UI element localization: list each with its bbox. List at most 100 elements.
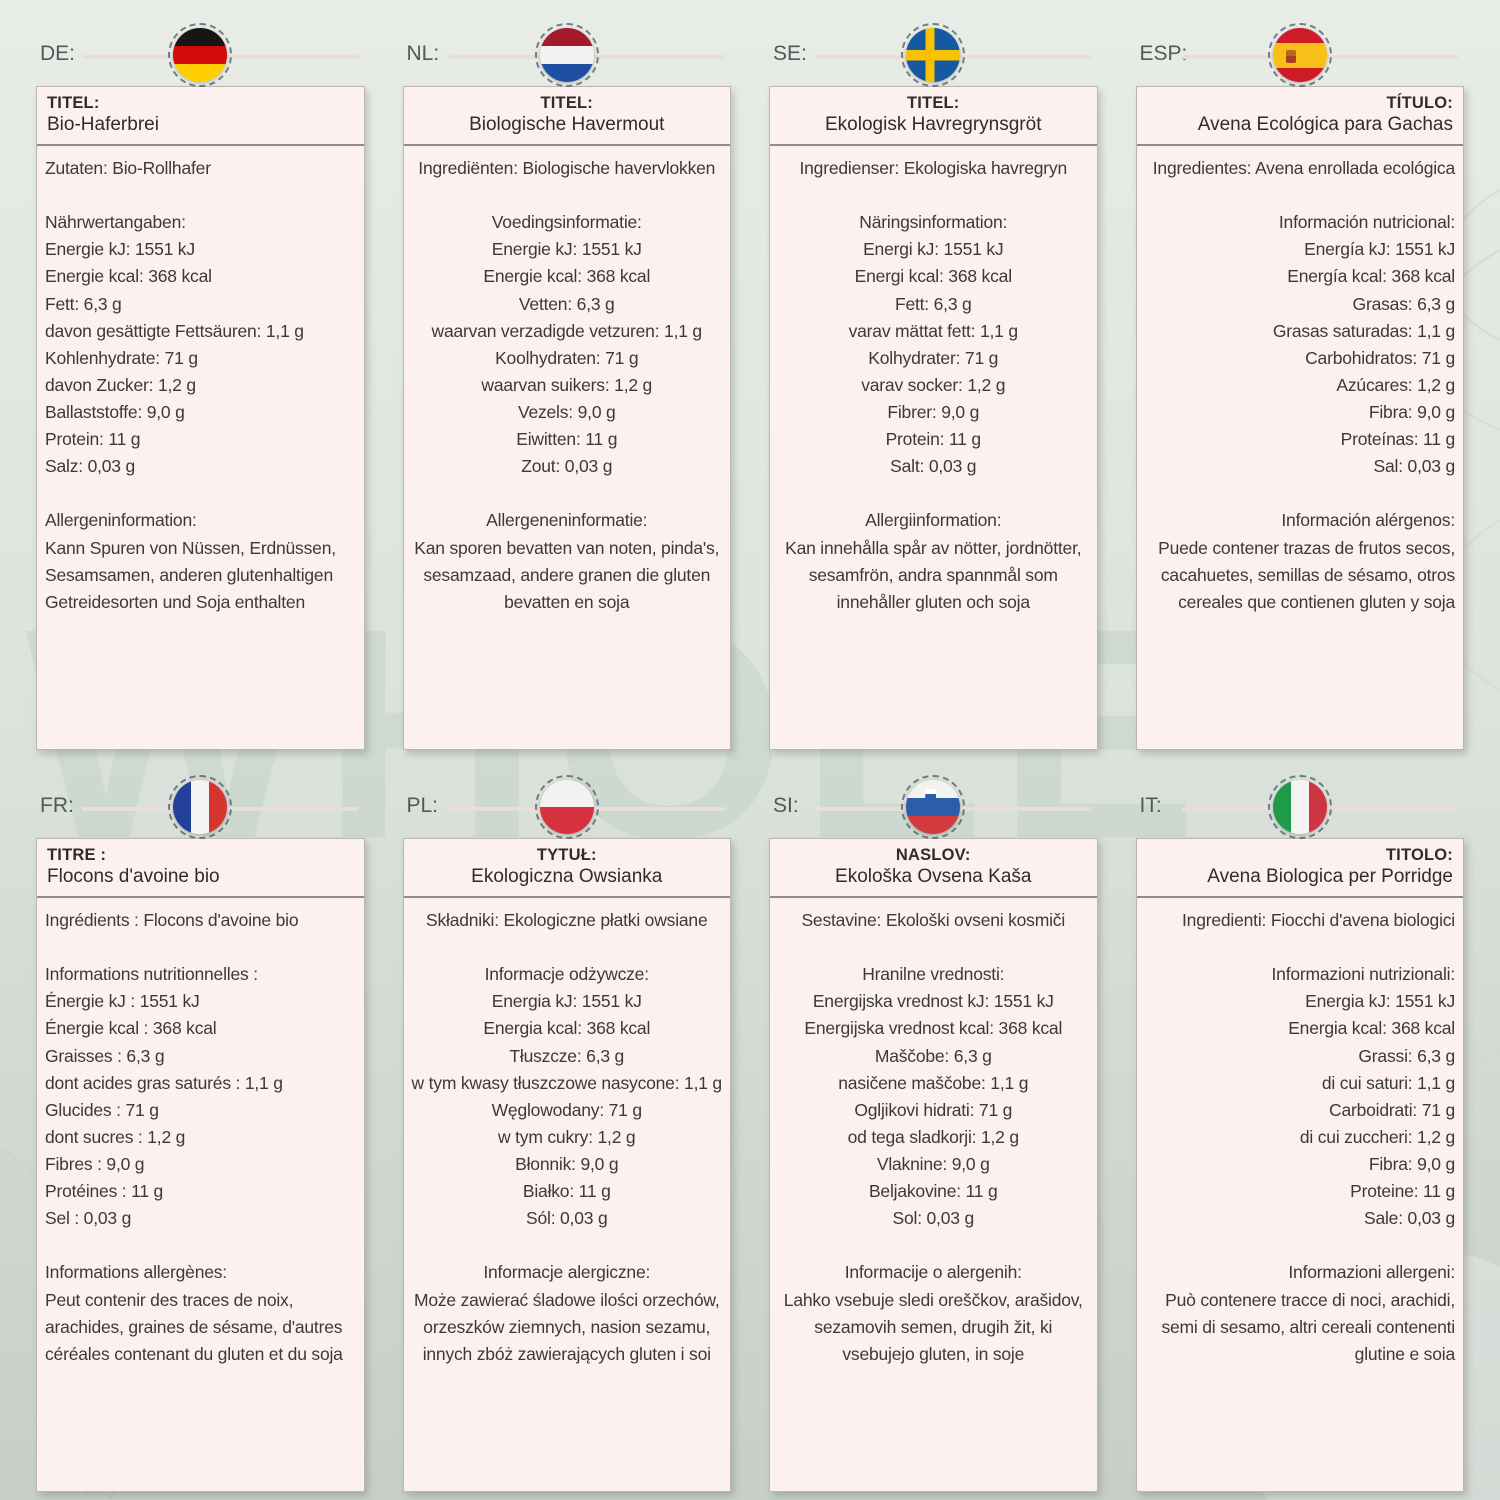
product-title: Biologische Havermout <box>469 114 665 135</box>
card-title-pl: TYTUŁ: Ekologiczna Owsianka <box>403 839 730 898</box>
flag-dashed-ring <box>901 23 966 87</box>
section-header-esp: ESP: <box>1136 12 1465 87</box>
france-flag-icon <box>168 775 233 839</box>
nutrition-heading: Näringsinformation: <box>859 212 1008 233</box>
allergen-block: Allergeninformation: Kann Spuren von Nüss… <box>45 507 356 616</box>
allergen-heading: Allergeninformation: <box>45 510 197 531</box>
card-body-se: Ingredienser: Ekologiska havregryn Närin… <box>770 146 1097 749</box>
nutrition-block: Informazioni nutrizionali: Energia kJ: 15… <box>1145 961 1456 1232</box>
nutrition-heading: Información nutricional: <box>1278 212 1455 233</box>
nutrition-heading: Informacje odżywcze: <box>484 964 649 985</box>
card-title-nl: TITEL: Biologische Havermout <box>403 87 730 146</box>
label-card-se: TITEL: Ekologisk Havregrynsgröt Ingredie… <box>769 86 1098 750</box>
nutrition-values: Energia kJ: 1551 kJ Energia kcal: 368 kc… <box>411 991 723 1229</box>
ingredients-line: Sestavine: Ekološki ovseni kosmiči <box>801 910 1066 930</box>
title-label: TYTUŁ: <box>536 846 597 864</box>
nutrition-block: Voedingsinformatie: Energie kJ: 1551 kJ E… <box>412 209 723 480</box>
section-header-se: SE: <box>769 12 1098 87</box>
nutrition-block: Hranilne vrednosti: Energijska vrednost k… <box>778 961 1089 1232</box>
label-card-fr: TITRE : Flocons d'avoine bio Ingrédients… <box>36 838 365 1492</box>
ingredients-line: Ingrédients : Flocons d'avoine bio <box>45 910 299 930</box>
label-card-si: NASLOV: Ekološka Ovsena Kaša Sestavine: … <box>769 838 1098 1492</box>
card-body-nl: Ingrediënten: Biologische havervlokken V… <box>404 146 731 749</box>
ingredients-line: Ingredienti: Fiocchi d'avena biologici <box>1182 910 1455 930</box>
allergen-text: Lahko vsebuje sledi oreščkov, arašidov, … <box>783 1289 1083 1364</box>
allergen-heading: Allergiinformation: <box>865 510 1002 531</box>
allergen-block: Allergeneninformatie: Kan sporen bevatten… <box>412 507 723 616</box>
allergen-text: Może zawierać śladowe ilości orzechów, o… <box>413 1289 720 1364</box>
label-card-pl: TYTUŁ: Ekologiczna Owsianka Składniki: E… <box>402 838 731 1492</box>
nutrition-block: Informacje odżywcze: Energia kJ: 1551 kJ … <box>412 961 723 1232</box>
product-title: Avena Biologica per Porridge <box>1207 866 1453 887</box>
title-label: TÍTULO: <box>1386 94 1453 112</box>
card-title-de: TITEL: Bio-Haferbrei <box>37 87 364 146</box>
section-si: SI: NASLOV: Ekološka Ovsena Kaša Sestavi… <box>769 764 1098 1492</box>
card-body-de: Zutaten: Bio-Rollhafer Nährwertangaben: E… <box>37 146 364 749</box>
germany-flag-icon <box>168 23 233 87</box>
allergen-block: Allergiinformation: Kan innehålla spår av… <box>778 507 1089 616</box>
flag-dashed-ring <box>168 23 233 87</box>
nutrition-block: Nährwertangaben: Energie kJ: 1551 kJ Ener… <box>45 209 356 480</box>
allergen-block: Informazioni allergeni: Può contenere tra… <box>1145 1259 1455 1368</box>
section-header-fr: FR: <box>36 764 365 839</box>
product-title: Flocons d'avoine bio <box>47 866 220 887</box>
section-header-nl: NL: <box>403 12 732 87</box>
allergen-heading: Informacje alergiczne: <box>483 1262 651 1283</box>
nutrition-values: Energia kJ: 1551 kJ Energia kcal: 368 kc… <box>1288 991 1455 1229</box>
section-pl: PL: TYTUŁ: Ekologiczna Owsianka Składnik… <box>402 764 731 1492</box>
nutrition-block: Informations nutritionnelles : Énergie kJ… <box>45 961 356 1232</box>
section-se: SE: TITEL: Ekologisk Havregrynsgröt Ingr… <box>769 12 1098 750</box>
flag-dashed-ring <box>534 23 599 87</box>
section-header-si: SI: <box>769 764 1098 839</box>
allergen-block: Informacje alergiczne: Może zawierać ślad… <box>412 1259 723 1368</box>
poland-flag-icon <box>534 775 599 839</box>
slovenia-flag-icon <box>901 775 966 839</box>
section-it: IT: TITOLO: Avena Biologica per Porridge… <box>1135 764 1465 1492</box>
italy-flag-icon <box>1267 775 1332 839</box>
netherlands-flag-icon <box>534 23 599 87</box>
allergen-block: Informations allergènes: Peut contenir de… <box>45 1259 356 1368</box>
allergen-text: Può contenere tracce di noci, arachidi, … <box>1161 1289 1455 1364</box>
allergen-text: Puede contener trazas de frutos secos, c… <box>1158 537 1455 612</box>
title-label: TITEL: <box>47 94 100 112</box>
nutrition-values: Énergie kJ : 1551 kJ Énergie kcal : 368 … <box>45 991 283 1229</box>
card-title-it: TITOLO: Avena Biologica per Porridge <box>1136 839 1463 898</box>
allergen-heading: Informacije o alergenih: <box>844 1262 1022 1283</box>
card-body-esp: Ingredientes: Avena enrollada ecológica … <box>1137 146 1464 749</box>
ingredients-line: Ingredienser: Ekologiska havregryn <box>799 158 1068 178</box>
language-label-pl: PL: <box>406 794 439 817</box>
language-label-de: DE: <box>40 42 76 65</box>
allergen-text: Kann Spuren von Nüssen, Erdnüssen, Sesam… <box>45 537 336 612</box>
section-header-de: DE: <box>36 12 365 87</box>
allergen-text: Kan innehålla spår av nötter, jordnötter… <box>785 537 1082 612</box>
language-label-it: IT: <box>1139 794 1162 817</box>
section-header-it: IT: <box>1136 764 1465 839</box>
card-title-se: TITEL: Ekologisk Havregrynsgröt <box>770 87 1097 146</box>
nutrition-values: Energie kJ: 1551 kJ Energie kcal: 368 kc… <box>45 239 304 477</box>
product-title: Avena Ecológica para Gachas <box>1197 114 1453 135</box>
nutrition-values: Energía kJ: 1551 kJ Energía kcal: 368 kc… <box>1272 239 1455 477</box>
language-label-nl: NL: <box>406 42 440 65</box>
card-body-si: Sestavine: Ekološki ovseni kosmiči Hrani… <box>770 898 1097 1491</box>
title-label: TITRE : <box>47 846 107 864</box>
language-label-se: SE: <box>773 42 807 65</box>
nutrition-heading: Hranilne vrednosti: <box>862 964 1005 985</box>
allergen-heading: Información alérgenos: <box>1281 510 1455 531</box>
flag-dashed-ring <box>1267 23 1332 87</box>
flag-dashed-ring <box>534 775 599 839</box>
ingredients-line: Składniki: Ekologiczne płatki owsiane <box>425 910 708 930</box>
label-card-de: TITEL: Bio-Haferbrei Zutaten: Bio-Rollha… <box>36 86 365 750</box>
title-label: TITEL: <box>540 94 594 112</box>
nutrition-heading: Informazioni nutrizionali: <box>1271 964 1456 985</box>
language-label-esp: ESP: <box>1139 42 1188 65</box>
product-title: Bio-Haferbrei <box>47 114 159 135</box>
nutrition-values: Energie kJ: 1551 kJ Energie kcal: 368 kc… <box>431 239 703 477</box>
allergen-text: Kan sporen bevatten van noten, pinda's, … <box>414 537 720 612</box>
nutrition-block: Información nutricional: Energía kJ: 1551… <box>1145 209 1455 480</box>
card-body-pl: Składniki: Ekologiczne płatki owsiane In… <box>404 898 731 1491</box>
title-label: TITEL: <box>906 94 960 112</box>
allergen-heading: Allergeneninformatie: <box>486 510 648 531</box>
spain-flag-icon <box>1267 23 1332 87</box>
sweden-flag-icon <box>901 23 966 87</box>
